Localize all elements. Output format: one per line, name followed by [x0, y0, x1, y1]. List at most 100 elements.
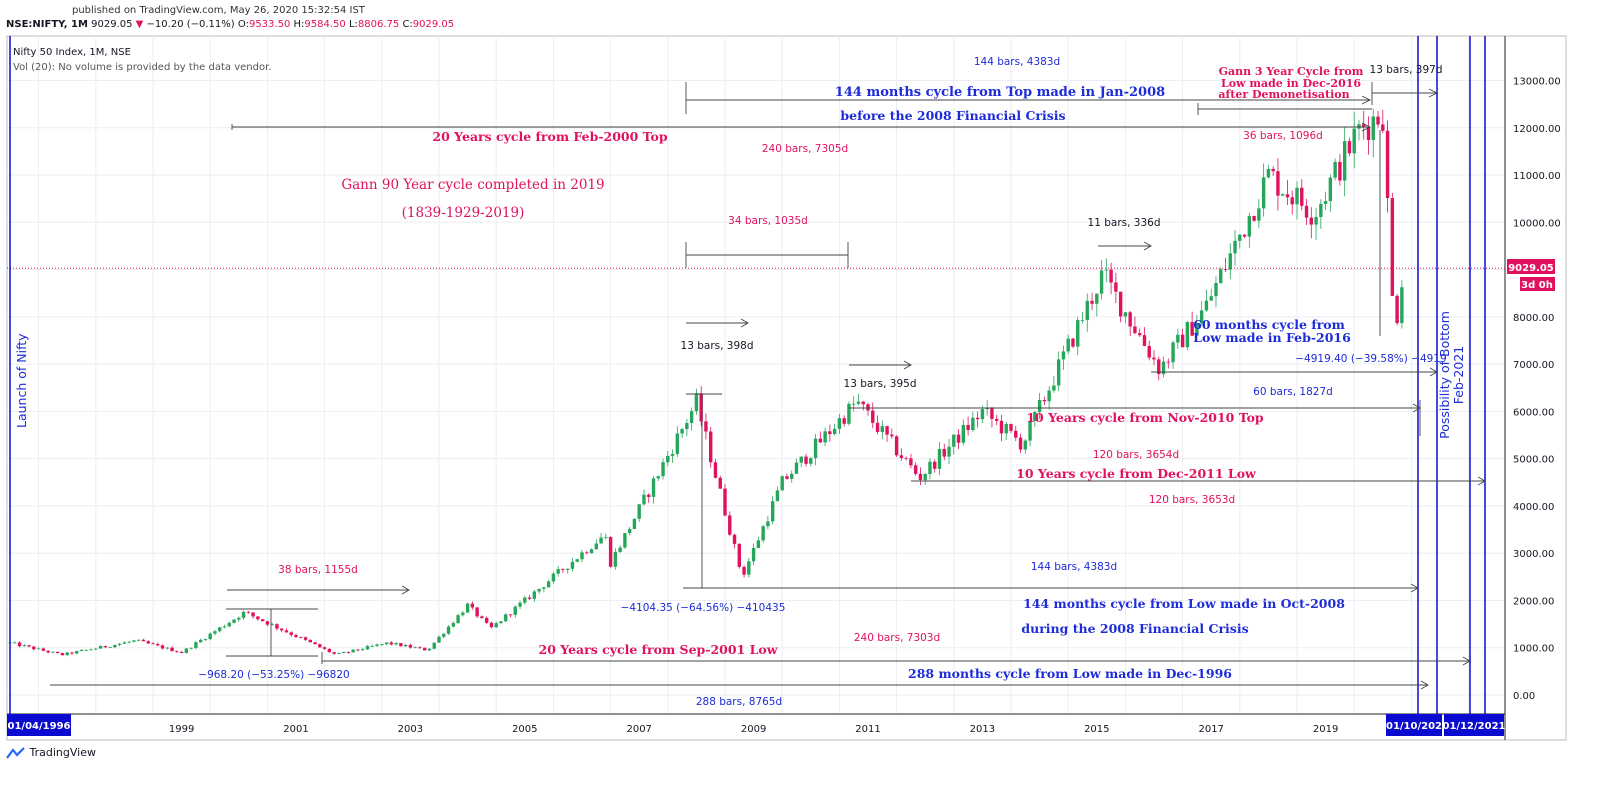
down-arrow-icon: ▼	[135, 19, 144, 30]
candle-body	[232, 619, 236, 623]
candle-body	[599, 537, 603, 544]
candle-body	[594, 543, 598, 550]
candle-body	[284, 630, 289, 633]
candle-body	[732, 534, 737, 544]
candle-body	[365, 646, 370, 650]
candle-body	[670, 454, 675, 456]
bars-13-395: 13 bars, 395d	[844, 378, 917, 390]
candle-body	[866, 404, 870, 411]
candle-body	[985, 408, 989, 410]
close-value: 9029.05	[412, 19, 455, 30]
candle-body	[794, 462, 799, 474]
drop-2020: −4919.40 (−39.58%) −4919	[1295, 353, 1446, 365]
candle-body	[1342, 141, 1347, 181]
candle-body	[1400, 287, 1404, 324]
candle-body	[999, 420, 1004, 434]
candle-body	[213, 631, 217, 634]
candle-body	[1171, 342, 1175, 363]
candle-body	[432, 642, 436, 649]
candle-body	[518, 602, 522, 607]
candle-body	[1228, 253, 1232, 270]
candle-body	[952, 434, 956, 447]
candle-body	[1166, 361, 1170, 363]
candle-body	[1300, 187, 1304, 206]
candle-body	[13, 642, 17, 644]
candle-body	[203, 639, 208, 640]
candle-body	[852, 403, 856, 405]
candle-body	[1376, 116, 1380, 125]
candle-body	[389, 642, 394, 645]
candle-body	[546, 581, 551, 588]
legend-volume-note: Vol (20): No volume is provided by the d…	[13, 62, 271, 73]
y-tick-label: 1000.00	[1513, 644, 1554, 655]
tradingview-brand-text: TradingView	[29, 746, 96, 759]
candle-body	[1252, 215, 1256, 221]
candle-body	[1223, 269, 1228, 270]
candle-body	[637, 504, 641, 519]
time-axis[interactable]: 1999 2001 2003 2005 2007 2009 2011 2013 2015 2017…	[169, 724, 1338, 735]
candle-body	[1314, 217, 1318, 225]
candle-body	[751, 547, 756, 562]
candle-body	[728, 515, 732, 535]
ann-arrow	[1410, 583, 1419, 593]
candle-body	[937, 449, 942, 469]
candle-body	[113, 644, 117, 648]
cycle288: 288 months cycle from Low made in Dec-19…	[908, 666, 1232, 681]
candle-body	[961, 424, 966, 443]
candle-body	[656, 476, 660, 479]
candle-body	[1138, 333, 1142, 336]
candle-body	[1085, 300, 1089, 321]
candle-body	[17, 642, 22, 647]
candle-body	[1018, 437, 1023, 450]
candle-body	[1366, 127, 1371, 141]
ann-arrow	[1361, 122, 1372, 132]
price-axis[interactable]: 13000.0012000.0011000.0010000.009000.008…	[1513, 76, 1561, 702]
candle-body	[885, 426, 889, 435]
candle-body	[318, 644, 322, 648]
candle-body	[975, 417, 980, 420]
bars-38-1155: 38 bars, 1155d	[278, 564, 358, 576]
candle-body	[1176, 334, 1180, 343]
candle-body	[1185, 322, 1190, 348]
candle-body	[675, 433, 680, 455]
candle-body	[799, 456, 803, 463]
y-tick-label: 6000.00	[1513, 407, 1554, 418]
bars-120-3653: 120 bars, 3653d	[1149, 494, 1235, 506]
y-tick-label: 2000.00	[1513, 596, 1554, 607]
tradingview-logo-icon	[6, 747, 25, 759]
x-tick-label: 2011	[855, 724, 880, 735]
candle-body	[1009, 424, 1013, 431]
candle-body	[523, 597, 527, 603]
candle-body	[1052, 385, 1056, 391]
candle-body	[241, 611, 246, 618]
ann-arrow	[740, 318, 749, 328]
candle-body	[775, 490, 780, 502]
y-tick-label: 7000.00	[1513, 360, 1554, 371]
candle-body	[909, 458, 913, 466]
gann90-text-1: Gann 90 Year cycle completed in 2019	[341, 177, 604, 193]
candle-body	[918, 473, 923, 480]
candle-body	[823, 431, 827, 443]
candle-body	[1118, 291, 1123, 317]
candle-body	[108, 647, 112, 648]
candle-body	[1319, 203, 1323, 218]
high-label: H:	[293, 19, 305, 30]
candle-body	[151, 643, 155, 645]
candle-body	[470, 603, 475, 608]
candle-body	[475, 607, 479, 617]
candle-body	[451, 623, 455, 627]
candle-body	[380, 644, 384, 645]
candle-body	[737, 543, 741, 567]
candle-body	[627, 528, 632, 534]
candle-body	[289, 632, 293, 635]
candle-body	[89, 649, 93, 651]
candle-body	[1209, 296, 1213, 301]
candle-body	[1242, 234, 1247, 237]
candle-body	[1371, 116, 1375, 141]
tradingview-logo[interactable]: TradingView	[6, 746, 96, 759]
candle-body	[790, 473, 794, 479]
candles[interactable]	[8, 108, 1404, 657]
candle-body	[1276, 171, 1280, 196]
cycle10-dec2011: 10 Years cycle from Dec-2011 Low	[1016, 466, 1257, 481]
